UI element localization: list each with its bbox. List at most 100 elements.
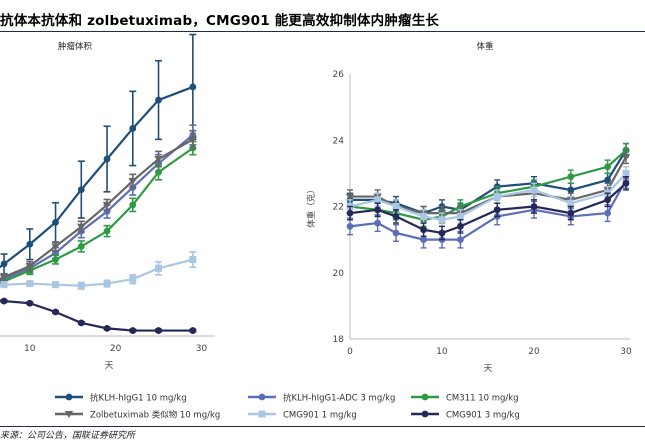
data-point-tumor	[129, 327, 137, 334]
chart-title-tumor-volume: 肿瘤体积	[58, 41, 93, 52]
x-tick-label-tumor: 20	[110, 344, 122, 354]
footer-divider	[0, 426, 645, 427]
data-point-tumor	[129, 201, 137, 209]
data-point-tumor	[102, 201, 112, 209]
data-point-weight	[622, 179, 630, 187]
source-note: 来源：公司公告，国联证券研究所	[0, 431, 136, 441]
legend-label: Zolbetuximab 类似物 10 mg/kg	[90, 410, 220, 421]
data-point-tumor	[0, 260, 8, 268]
data-point-weight	[567, 209, 575, 217]
data-point-weight	[493, 193, 501, 201]
legend-label: CMG901 1 mg/kg	[283, 411, 357, 421]
data-point-weight	[374, 219, 381, 227]
data-point-tumor	[77, 223, 86, 231]
report-header: 抗体本抗体和 zolbetuximab，CMG901 能更高效抑制体内肿瘤生长	[0, 0, 645, 32]
series-line-tumor	[0, 85, 194, 269]
legend-label: 抗KLH-hIgG1 10 mg/kg	[90, 393, 187, 404]
data-point-tumor	[52, 256, 59, 263]
data-point-tumor	[26, 280, 34, 288]
x-tick-label-weight: 30	[620, 347, 632, 357]
y-tick-label-weight: 20	[333, 269, 345, 279]
data-point-weight	[457, 222, 464, 230]
legend-marker	[421, 393, 429, 401]
data-point-weight	[420, 212, 428, 220]
legend-marker	[258, 410, 266, 418]
data-point-weight	[604, 163, 611, 171]
data-point-weight	[530, 186, 538, 194]
charts-canvas: 肿瘤体积 10 20 30 天 体重 18 20 22 24 26 0 10 20 30 天 体重（克） 抗KLH…	[0, 33, 632, 421]
figure-title: 抗体本抗体和 zolbetuximab，CMG901 能更高效抑制体内肿瘤生长	[0, 13, 440, 29]
series-line-weight	[349, 179, 627, 241]
data-point-weight	[420, 226, 427, 234]
data-point-tumor	[52, 308, 59, 316]
data-point-tumor	[0, 281, 8, 289]
data-point-weight	[345, 193, 355, 201]
data-point-weight	[392, 229, 400, 237]
data-point-tumor	[189, 256, 197, 264]
y-tick-label-weight: 22	[333, 203, 344, 213]
chart-title-body-weight: 体重	[476, 41, 494, 52]
data-point-tumor	[0, 274, 9, 282]
data-point-tumor	[25, 263, 35, 271]
series-line-tumor	[0, 258, 194, 288]
series-line-weight	[349, 182, 627, 235]
series-line-tumor	[0, 299, 193, 332]
series-line-tumor	[0, 138, 194, 281]
data-point-weight	[374, 196, 382, 204]
data-point-tumor	[77, 319, 85, 327]
data-point-weight	[374, 206, 381, 214]
data-point-tumor	[51, 243, 60, 251]
data-point-tumor	[52, 281, 60, 289]
y-axis-label-weight: 体重（克）	[306, 185, 317, 228]
data-point-weight	[604, 196, 611, 204]
x-tick-label-weight: 20	[528, 347, 540, 357]
data-point-tumor	[188, 136, 198, 144]
data-point-tumor	[77, 282, 85, 290]
data-point-tumor	[155, 96, 162, 104]
y-tick-label-weight: 24	[333, 136, 345, 146]
data-point-tumor	[129, 125, 137, 132]
data-point-weight	[622, 169, 630, 177]
data-point-weight	[346, 222, 354, 230]
data-point-weight	[392, 213, 400, 220]
data-point-weight	[567, 173, 575, 181]
data-point-tumor	[52, 219, 59, 226]
data-point-tumor	[155, 327, 162, 334]
data-point-tumor	[77, 243, 85, 250]
data-point-weight	[346, 209, 354, 217]
data-point-tumor	[26, 299, 34, 307]
data-point-tumor	[128, 177, 137, 185]
x-axis-label-weight: 天	[484, 364, 493, 374]
x-tick-label-weight: 0	[347, 347, 353, 357]
data-point-tumor	[155, 168, 162, 176]
x-tick-label-weight: 10	[436, 347, 448, 357]
data-point-tumor	[129, 275, 137, 283]
y-tick-label-weight: 18	[333, 335, 345, 345]
data-point-tumor	[103, 324, 111, 332]
data-point-tumor	[189, 327, 197, 334]
data-point-weight	[567, 199, 575, 207]
data-point-weight	[420, 236, 427, 244]
legend-marker	[258, 393, 266, 401]
data-point-weight	[438, 229, 446, 237]
data-point-weight	[456, 212, 464, 220]
data-point-weight	[567, 186, 575, 194]
legend-label: CM311 10 mg/kg	[446, 394, 519, 404]
legend-marker	[64, 411, 74, 418]
legend-marker	[65, 393, 73, 401]
data-point-tumor	[103, 280, 111, 288]
data-point-tumor	[189, 83, 197, 91]
x-axis-label-tumor: 天	[105, 361, 114, 371]
data-point-weight	[604, 209, 611, 217]
data-point-tumor	[103, 155, 111, 163]
data-point-weight	[530, 203, 538, 210]
data-point-weight	[493, 206, 501, 214]
data-point-weight	[457, 236, 464, 244]
legend-label: 抗KLH-hIgG1-ADC 3 mg/kg	[283, 393, 395, 404]
data-point-tumor	[26, 240, 34, 248]
x-tick-label-tumor: 10	[24, 344, 36, 354]
data-point-weight	[621, 153, 631, 161]
data-point-tumor	[0, 297, 8, 305]
data-point-tumor	[103, 227, 111, 235]
data-point-tumor	[77, 186, 85, 194]
